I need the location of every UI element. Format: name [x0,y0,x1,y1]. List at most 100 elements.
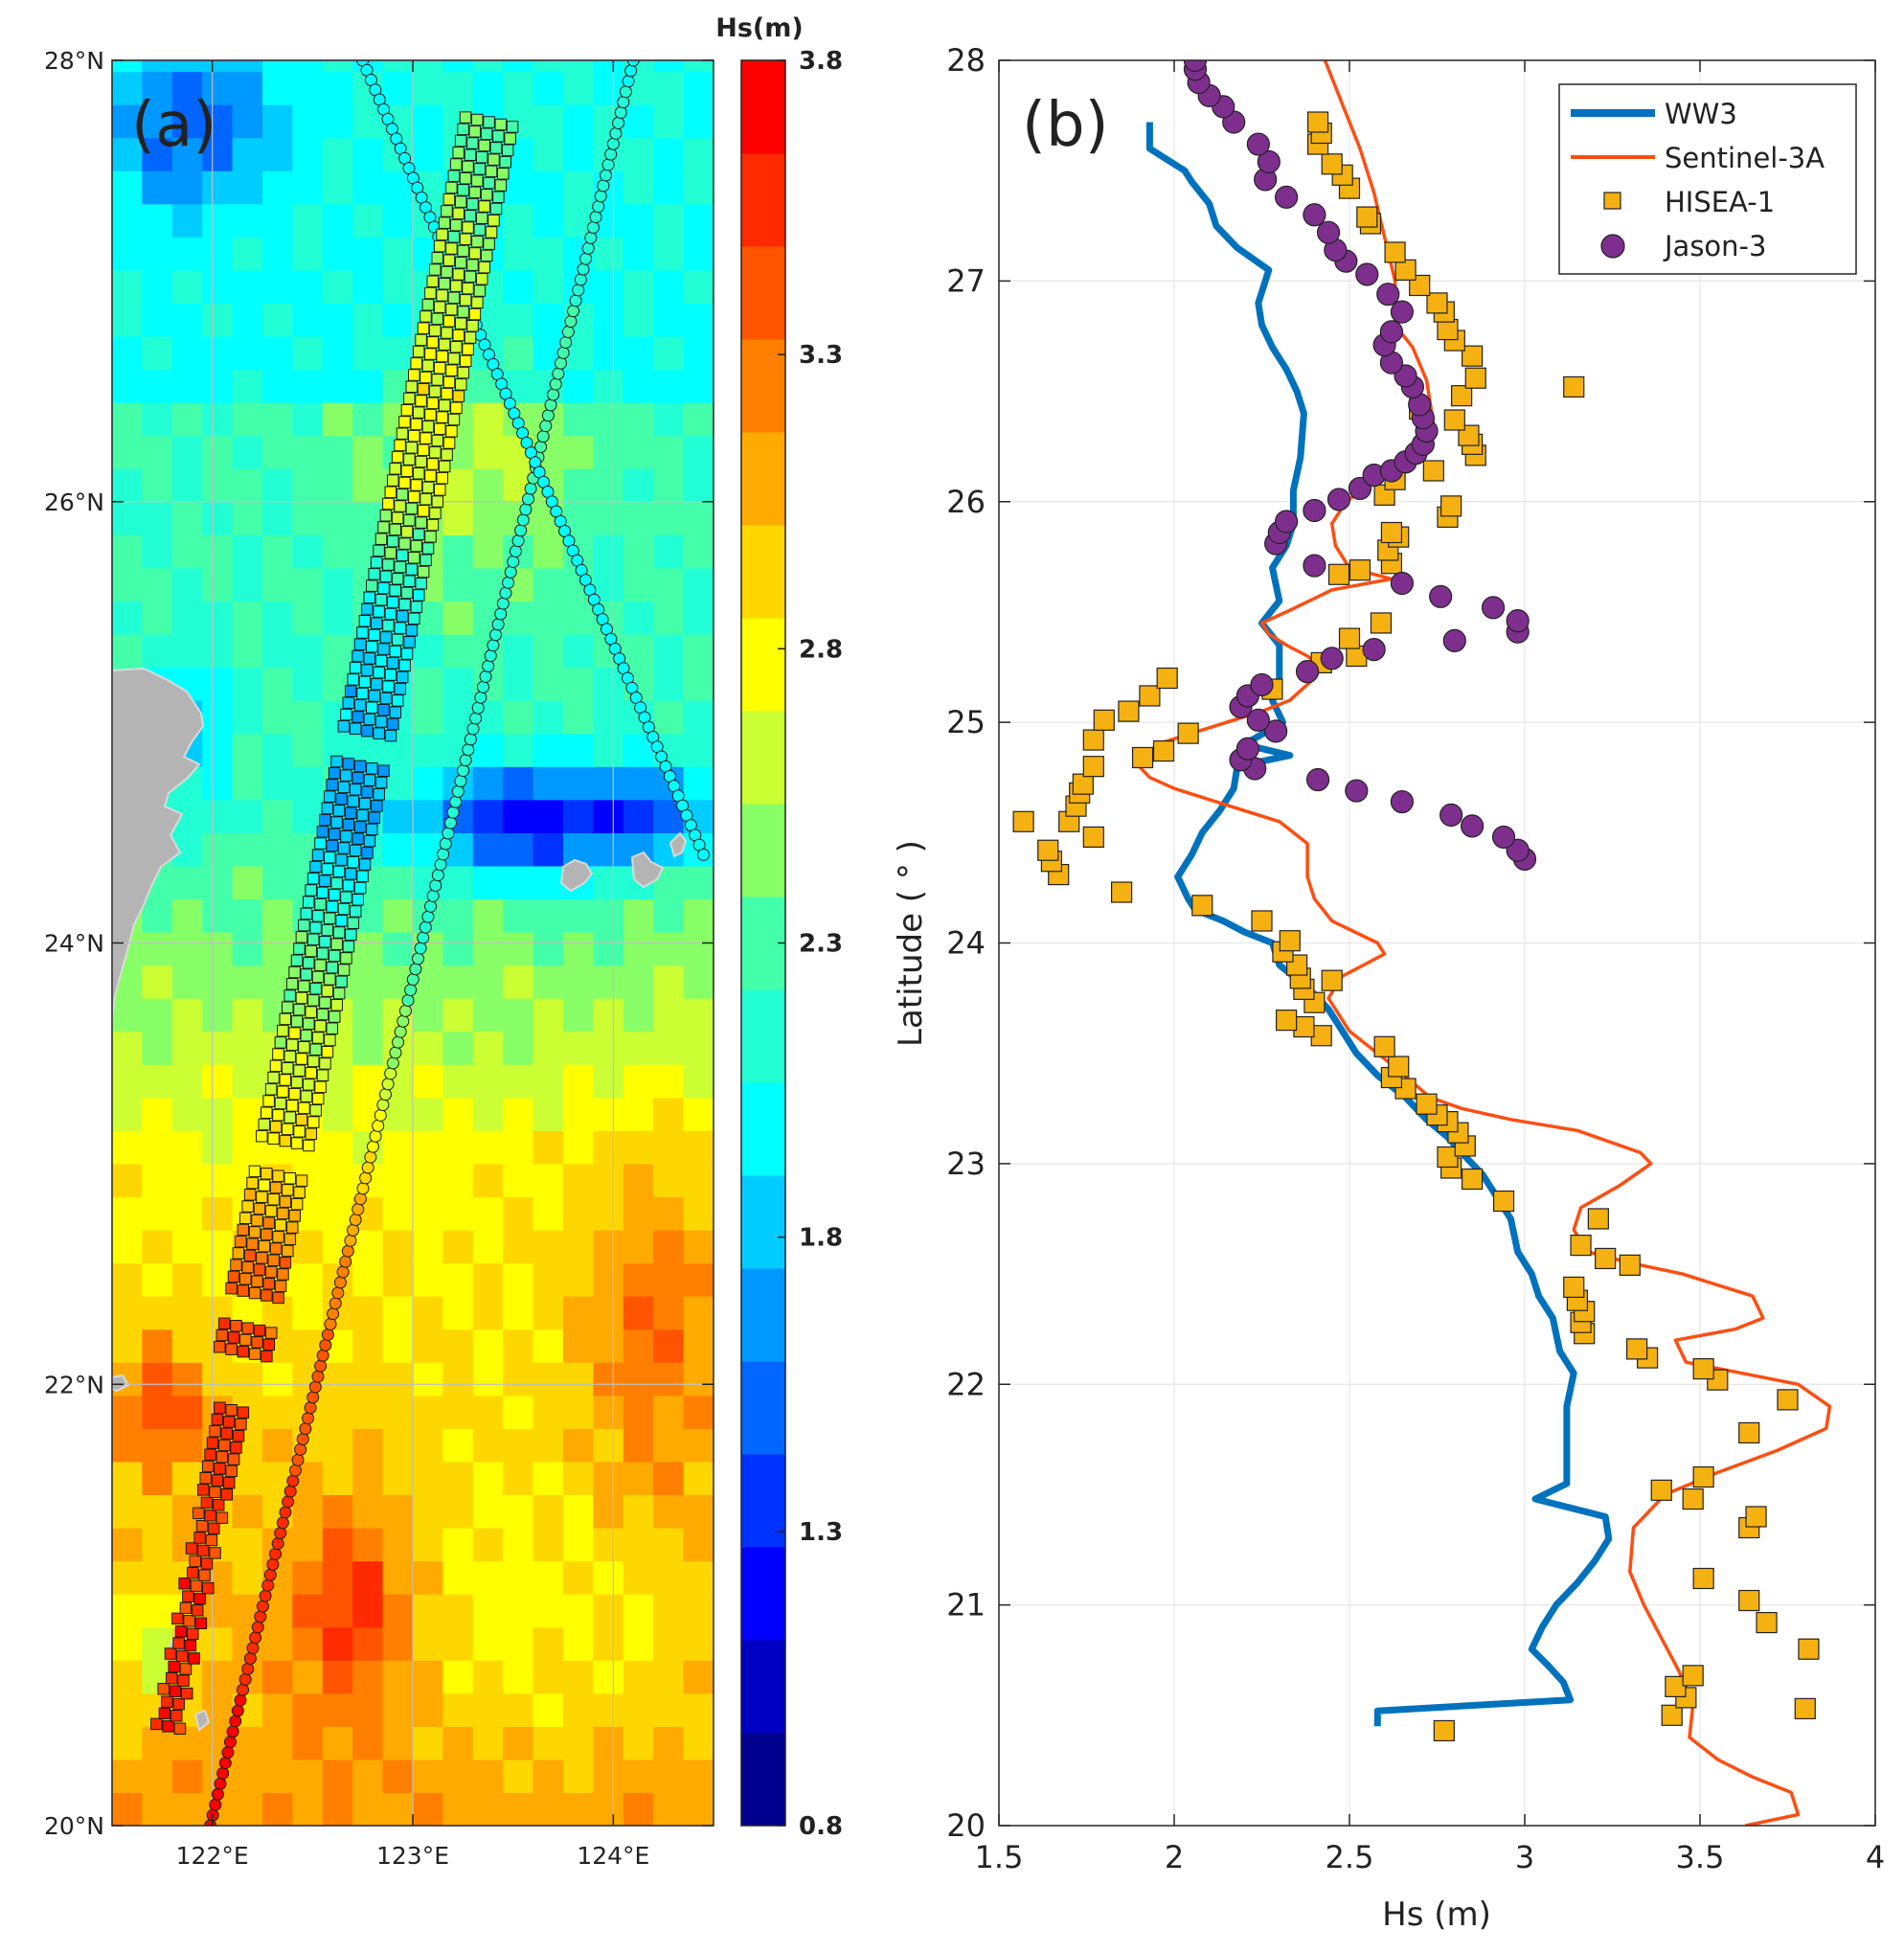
field-cell [563,601,594,635]
field-cell [472,501,504,535]
field-cell [472,71,504,105]
field-cell [442,667,474,701]
field-cell [352,1262,384,1297]
field-cell [533,733,564,767]
hisea-swath-cell [405,624,419,637]
jason-track-point [556,346,570,359]
jason-point [1303,498,1326,523]
hisea-point [1380,521,1403,544]
hisea-swath-cell [162,1720,174,1733]
field-cell [142,534,173,569]
field-cell [563,1130,594,1165]
jason-track-point [594,190,607,203]
field-cell [232,998,263,1033]
field-cell [533,865,564,900]
jason-track-point [491,618,505,631]
hisea-swath-cell [311,849,325,862]
hisea-swath-cell [450,158,463,170]
jason-track-point [592,200,605,214]
hisea-point [1152,739,1175,762]
hisea-point [1251,910,1273,932]
field-cell [413,1428,443,1463]
field-cell [533,1296,564,1330]
field-cell [533,1163,564,1198]
hisea-swath-cell [445,303,458,316]
field-cell [112,1660,143,1694]
hisea-swath-cell [258,1239,271,1253]
field-cell [112,1560,143,1595]
jason-track-point [282,1495,295,1509]
hisea-swath-cell [272,1048,284,1060]
legend-jason-marker [1600,234,1625,259]
jason-track-point [237,1683,250,1696]
hisea-swath-cell [258,1118,271,1131]
field-cell [352,1031,384,1065]
hisea-swath-cell [279,1195,292,1208]
hisea-swath-cell [206,1437,219,1449]
field-cell [142,1130,173,1165]
field-cell [382,931,414,966]
field-cell [533,269,564,305]
field-cell [262,468,293,503]
field-cell [683,1792,714,1826]
hisea-swath-cell [361,847,374,859]
field-cell [171,501,203,535]
plot-y-tick-label: 28 [946,42,986,79]
field-cell [202,733,234,767]
hisea-swath-cell [415,577,427,590]
jason-track-point [581,241,595,255]
field-cell [202,667,234,701]
field-cell [472,402,504,437]
field-cell [442,1130,474,1165]
field-cell [503,1229,534,1264]
field-cell [593,766,624,801]
hisea-swath-cell [274,1218,287,1232]
plot-x-tick-label: 3 [1515,1839,1534,1875]
hisea-swath-cell [171,1612,184,1625]
field-cell [352,435,384,469]
field-cell [683,1196,714,1231]
hisea-swath-cell [373,605,385,618]
field-cell [322,1626,353,1661]
field-cell [352,1527,384,1562]
field-cell [653,1262,685,1297]
field-cell [593,1726,624,1760]
field-cell [623,1296,654,1330]
hisea-swath-cell [169,1685,182,1697]
field-cell [292,1692,324,1727]
hisea-swath-cell [211,1413,224,1426]
hisea-point [1422,460,1444,482]
jason-track-point [511,534,525,548]
hisea-swath-cell [332,805,346,817]
field-cell [472,1560,504,1595]
hisea-swath-cell [442,375,456,389]
jason-point [1246,708,1270,732]
hisea-swath-cell [319,813,331,827]
jason-track-point [536,430,550,443]
hisea-swath-cell [431,495,444,508]
jason-track-point [254,1610,267,1624]
field-cell [442,1064,474,1099]
hisea-swath-cell [382,619,395,632]
field-cell [472,534,504,569]
field-cell [322,402,353,437]
hisea-swath-cell [384,607,397,621]
hisea-swath-cell [316,947,329,960]
field-cell [563,104,594,139]
jason-point [1316,220,1341,244]
hisea-swath-cell [335,975,348,988]
hisea-swath-cell [419,554,432,566]
field-cell [142,402,173,437]
hisea-swath-cell [298,1101,310,1115]
hisea-swath-cell [373,727,385,739]
field-cell [593,335,624,371]
field-cell [112,1262,143,1297]
hisea-point [1682,1487,1704,1510]
hisea-swath-cell [248,1226,261,1238]
hisea-swath-cell [391,573,404,585]
field-cell [112,633,143,669]
hisea-swath-cell [365,579,378,592]
field-cell [593,1097,624,1131]
field-cell [683,1296,714,1330]
field-cell [503,71,534,105]
